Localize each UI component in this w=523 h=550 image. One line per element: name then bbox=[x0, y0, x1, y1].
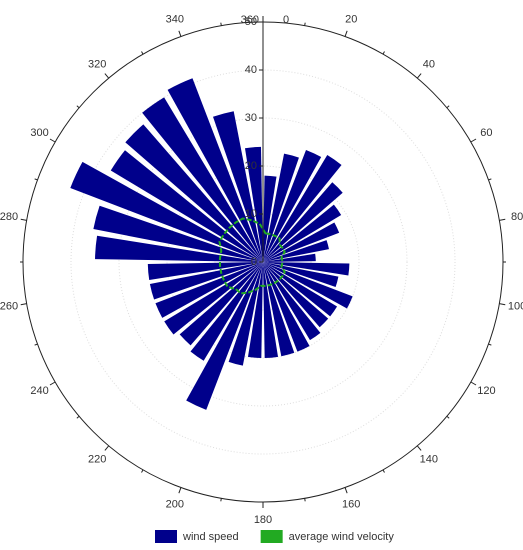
r-tick-label: 20 bbox=[245, 160, 257, 172]
bar bbox=[164, 262, 263, 335]
bar bbox=[179, 262, 263, 346]
theta-tick-label: 60 bbox=[480, 127, 492, 139]
minor-tick bbox=[304, 22, 306, 26]
bar bbox=[155, 262, 263, 318]
minor-tick bbox=[34, 178, 38, 181]
minor-tick bbox=[488, 178, 492, 181]
bar bbox=[263, 175, 277, 262]
minor-tick bbox=[34, 343, 38, 346]
theta-tick-label: 300 bbox=[30, 127, 48, 139]
theta-tick-label: 20 bbox=[345, 13, 357, 25]
bar bbox=[263, 155, 342, 262]
legend-label: wind speed bbox=[182, 531, 239, 543]
minor-tick bbox=[76, 105, 80, 109]
bar bbox=[147, 262, 263, 281]
theta-tick-label: 160 bbox=[342, 498, 360, 510]
minor-tick bbox=[141, 469, 144, 473]
r-tick-label: 10 bbox=[245, 208, 257, 220]
bar bbox=[212, 111, 263, 262]
bar bbox=[263, 153, 299, 262]
bar bbox=[263, 262, 279, 358]
minor-tick bbox=[141, 51, 144, 55]
theta-tick bbox=[178, 30, 182, 37]
bar bbox=[167, 78, 263, 263]
theta-tick-label: 280 bbox=[0, 211, 18, 223]
r-tick-label: 0 bbox=[251, 256, 257, 268]
bar bbox=[228, 262, 263, 366]
theta-tick-label: 180 bbox=[254, 514, 272, 526]
legend-swatch bbox=[155, 530, 177, 543]
theta-tick-label: 220 bbox=[88, 454, 106, 466]
theta-tick-label: 0 bbox=[283, 14, 289, 26]
theta-tick-label: 260 bbox=[0, 301, 18, 313]
bar bbox=[244, 146, 263, 262]
theta-tick bbox=[416, 73, 422, 79]
theta-tick-label: 140 bbox=[420, 454, 438, 466]
minor-tick bbox=[446, 105, 450, 109]
theta-tick bbox=[20, 218, 27, 221]
bar bbox=[142, 97, 263, 262]
legend-label: average wind velocity bbox=[289, 531, 395, 543]
bar bbox=[70, 161, 264, 262]
bar bbox=[263, 262, 339, 288]
bar bbox=[93, 205, 264, 262]
theta-tick bbox=[499, 218, 506, 221]
grid-circle bbox=[70, 69, 456, 455]
legend: wind speed average wind velocity bbox=[155, 530, 394, 543]
bar bbox=[263, 222, 340, 262]
bar bbox=[190, 262, 263, 361]
r-tick-label: 30 bbox=[245, 112, 257, 124]
theta-tick bbox=[470, 138, 477, 143]
theta-tick bbox=[344, 30, 348, 37]
bar bbox=[263, 149, 322, 262]
minor-tick bbox=[76, 415, 80, 419]
bar bbox=[263, 262, 310, 352]
bar bbox=[149, 262, 263, 300]
theta-tick bbox=[49, 138, 56, 143]
bar bbox=[263, 240, 329, 262]
theta-tick bbox=[49, 381, 56, 386]
theta-tick bbox=[499, 303, 506, 306]
r-tick-label: 40 bbox=[245, 64, 257, 76]
minor-tick bbox=[382, 51, 385, 55]
theta-tick-label: 40 bbox=[423, 58, 435, 70]
minor-tick bbox=[304, 498, 306, 502]
line bbox=[218, 217, 286, 295]
minor-tick bbox=[382, 469, 385, 473]
theta-tick-label: 360 bbox=[241, 14, 259, 26]
minor-tick bbox=[220, 498, 222, 502]
theta-tick bbox=[20, 303, 27, 306]
r-tick-label: 50 bbox=[245, 16, 257, 28]
theta-tick-label: 120 bbox=[477, 385, 495, 397]
theta-tick-label: 320 bbox=[88, 58, 106, 70]
theta-tick bbox=[178, 487, 182, 494]
minor-tick bbox=[446, 415, 450, 419]
minor-tick bbox=[488, 343, 492, 346]
theta-tick bbox=[104, 445, 110, 451]
theta-tick bbox=[416, 445, 422, 451]
bar bbox=[247, 262, 263, 358]
minor-tick bbox=[220, 22, 222, 26]
theta-tick-label: 240 bbox=[30, 385, 48, 397]
legend-swatch bbox=[260, 530, 283, 543]
grid-circle bbox=[166, 165, 360, 359]
bar bbox=[263, 182, 343, 262]
theta-tick bbox=[344, 487, 348, 494]
theta-tick-label: 340 bbox=[166, 13, 184, 25]
theta-tick-label: 200 bbox=[166, 498, 184, 510]
theta-tick-label: 100 bbox=[508, 301, 523, 313]
bar bbox=[263, 253, 316, 262]
bar bbox=[263, 262, 353, 309]
bar bbox=[263, 262, 350, 276]
theta-tick bbox=[104, 73, 110, 79]
theta-tick bbox=[470, 381, 477, 386]
theta-tick-label: 80 bbox=[511, 211, 523, 223]
bar bbox=[186, 262, 263, 410]
